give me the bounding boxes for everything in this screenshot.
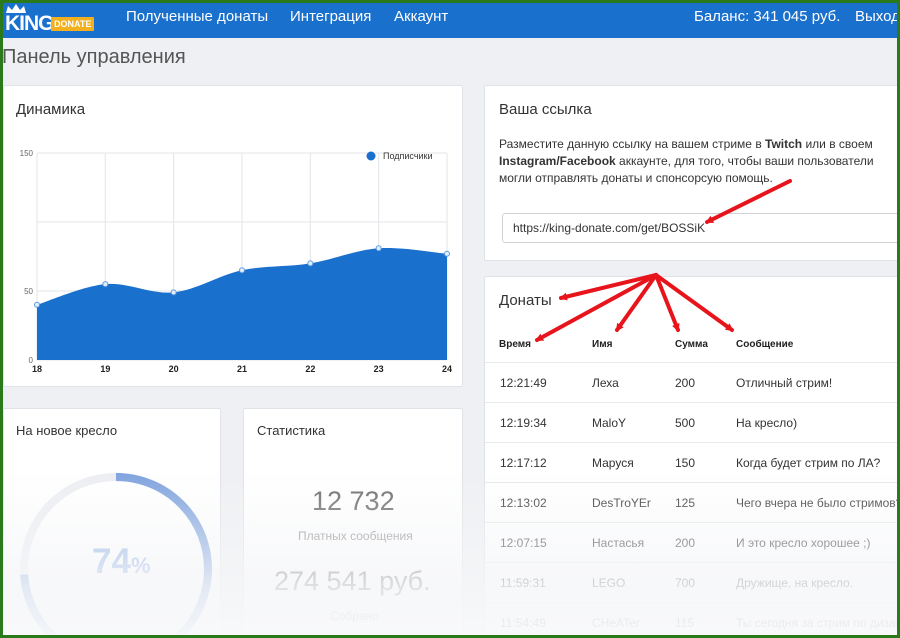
- row-amount: 500: [675, 416, 696, 430]
- data-point: [375, 245, 382, 252]
- logout-link[interactable]: Выход: [855, 8, 900, 25]
- donation-link-field[interactable]: https://king-donate.com/get/BOSSiK: [502, 213, 900, 243]
- x-tick-label: 20: [169, 364, 179, 374]
- row-time: 12:13:02: [500, 496, 547, 510]
- row-message: И это кресло хорошее ;): [736, 536, 871, 550]
- data-point: [170, 289, 177, 296]
- row-message: Дружище, на кресло.: [736, 576, 853, 590]
- row-amount: 115: [675, 616, 695, 630]
- goal-percent: 74%: [92, 542, 151, 581]
- row-name: Маруся: [592, 456, 634, 470]
- column-header-time[interactable]: Время: [499, 339, 531, 350]
- stats-messages-label: Платных сообщения: [298, 529, 413, 543]
- link-description: Разместите данную ссылку на вашем стриме…: [499, 137, 874, 185]
- nav-account[interactable]: Аккаунт: [394, 8, 449, 25]
- balance-display: Баланс: 341 045 руб.: [694, 8, 841, 25]
- row-amount: 700: [675, 576, 696, 590]
- brand-name: KING: [5, 12, 54, 35]
- row-message: Когда будет стрим по ЛА?: [736, 456, 881, 470]
- donation-row[interactable]: 12:13:02 DesTroYEr 125 Чего вчера не было с…: [485, 482, 900, 522]
- goal-card: На новое кресло 74%: [3, 408, 221, 638]
- donation-row[interactable]: 12:21:49 Леха 200 Отличный стрим!: [485, 362, 900, 402]
- goal-progress-ring: [20, 473, 212, 638]
- row-name: Настасья: [592, 536, 645, 550]
- crown-icon: [6, 4, 26, 13]
- donations-title: Донаты: [499, 292, 552, 309]
- row-time: 11:59:31: [500, 576, 546, 590]
- link-card: Ваша ссылка Разместите данную ссылку на …: [484, 85, 900, 261]
- row-amount: 200: [675, 536, 696, 550]
- donation-row[interactable]: 11:54:49 CHeATer 115 Ты сегодня за стрим по…: [485, 602, 900, 638]
- nav-received-donations[interactable]: Полученные донаты: [126, 8, 269, 25]
- row-name: MaloY: [592, 416, 627, 430]
- stats-collected-label: Собрано: [330, 609, 379, 623]
- donation-row[interactable]: 12:17:12 Маруся 150 Когда будет стрим по ЛА…: [485, 442, 900, 482]
- row-time: 11:54:49: [500, 616, 546, 630]
- row-time: 12:17:12: [500, 456, 547, 470]
- row-amount: 125: [675, 496, 696, 510]
- brand-logo[interactable]: KING DONATE: [5, 4, 95, 35]
- y-tick-label: 50: [24, 287, 33, 296]
- row-name: DesTroYEr: [592, 496, 651, 510]
- row-time: 12:21:49: [500, 376, 547, 390]
- row-name: CHeATer: [592, 616, 640, 630]
- donation-row[interactable]: 11:59:31 LEGO 700 Дружище, на кресло.: [485, 562, 900, 602]
- data-point: [239, 267, 245, 274]
- row-message: Отличный стрим!: [736, 376, 833, 390]
- row-message: Чего вчера не было стримов?: [736, 496, 900, 510]
- row-amount: 200: [675, 376, 696, 390]
- y-tick-label: 150: [20, 149, 34, 158]
- series-area: [37, 247, 447, 360]
- nav-integration[interactable]: Интеграция: [290, 8, 372, 25]
- row-amount: 150: [675, 456, 696, 470]
- x-tick-label: 21: [237, 364, 247, 374]
- top-navbar: KING DONATE Полученные донаты Интеграция…: [0, 0, 900, 38]
- row-name: Леха: [592, 376, 619, 390]
- row-name: LEGO: [592, 576, 626, 590]
- data-point: [102, 281, 109, 288]
- stats-messages-value: 12 732: [312, 486, 395, 516]
- x-tick-label: 24: [442, 364, 452, 374]
- column-header-name[interactable]: Имя: [592, 339, 613, 350]
- data-point: [34, 301, 40, 308]
- x-tick-label: 22: [305, 364, 315, 374]
- x-tick-label: 23: [374, 364, 384, 374]
- stats-collected-value: 274 541 руб.: [274, 566, 431, 596]
- stats-title: Статистика: [257, 423, 326, 438]
- column-header-message[interactable]: Сообщение: [736, 339, 794, 350]
- legend-label: Подписчики: [383, 151, 433, 161]
- legend-swatch: [366, 151, 376, 161]
- dynamics-title: Динамика: [16, 101, 86, 118]
- data-point: [307, 260, 314, 267]
- brand-badge: DONATE: [51, 17, 95, 31]
- goal-title: На новое кресло: [16, 423, 118, 438]
- row-time: 12:19:34: [500, 416, 547, 430]
- donation-row[interactable]: 12:19:34 MaloY 500 На кресло): [485, 402, 900, 442]
- x-tick-label: 18: [32, 364, 42, 374]
- row-message: На кресло): [736, 416, 798, 430]
- row-message: Ты сегодня за стрим по дизайну: [736, 616, 900, 630]
- donation-row[interactable]: 12:07:15 Настасья 200 И это кресло хорошее …: [485, 522, 900, 562]
- data-point: [444, 250, 450, 257]
- dynamics-chart: 150 50 018 19 20 21 22 23 24 Подписчики: [20, 149, 452, 374]
- x-tick-label: 19: [100, 364, 110, 374]
- y-tick-label: 0: [29, 356, 34, 365]
- column-header-amount[interactable]: Сумма: [675, 339, 708, 350]
- link-card-title: Ваша ссылка: [499, 101, 592, 118]
- page-title: Панель управления: [2, 46, 186, 68]
- row-time: 12:07:15: [500, 536, 547, 550]
- dynamics-card: Динамика 150 50 0 18 19 20 21 22 23 24 Подписчики: [3, 85, 463, 387]
- stats-card: Статистика 12 732 Платных сообщения 274 …: [243, 408, 463, 638]
